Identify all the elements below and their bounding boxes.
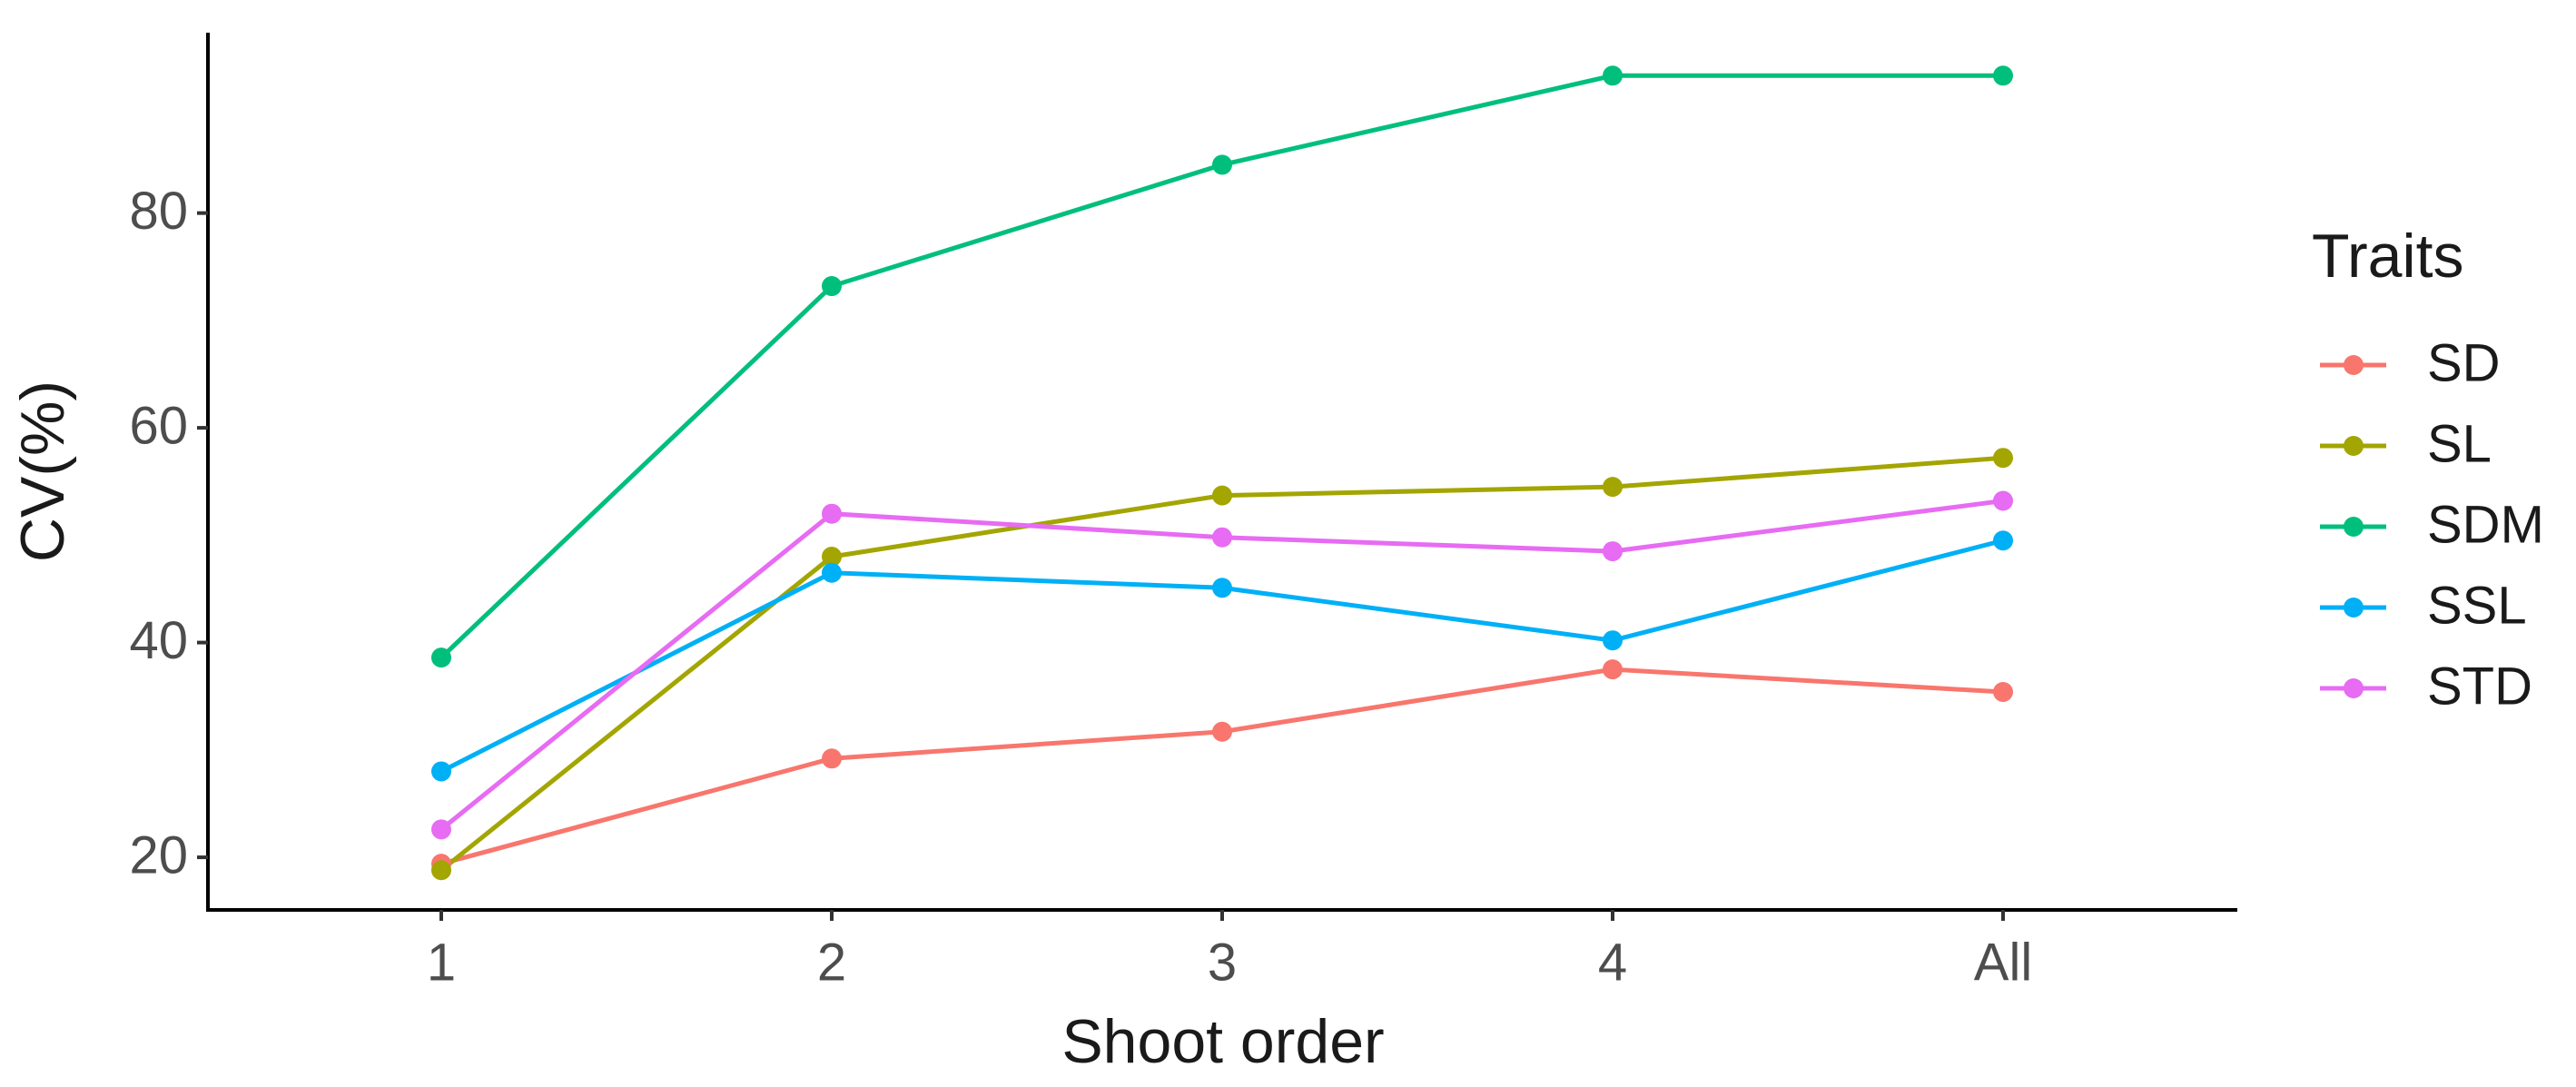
data-point: [1603, 477, 1623, 498]
data-point: [822, 276, 842, 297]
x-tick-label: 3: [1208, 933, 1237, 992]
data-point: [1212, 527, 1232, 548]
series-line: [439, 499, 2004, 832]
data-point: [1603, 630, 1623, 651]
data-point: [1603, 541, 1623, 562]
data-point: [431, 761, 451, 782]
data-point: [1212, 578, 1232, 598]
y-tick-label: 20: [129, 825, 188, 884]
data-point: [1993, 448, 2013, 469]
series-line: [440, 667, 2004, 866]
legend-point: [2344, 678, 2364, 698]
data-point: [822, 748, 842, 769]
legend-title: Traits: [2312, 222, 2463, 291]
x-tick-label: 4: [1598, 933, 1627, 992]
data-point: [1993, 530, 2013, 551]
data-point: [822, 562, 842, 583]
data-point: [1212, 154, 1232, 175]
data-point: [1212, 721, 1232, 742]
legend-label: SDM: [2427, 495, 2544, 554]
y-axis-title: CV(%): [8, 380, 77, 562]
data-point: [822, 503, 842, 524]
legend-point: [2344, 355, 2364, 375]
x-tick-label: All: [1974, 933, 2032, 992]
y-tick-label: 40: [129, 611, 188, 670]
x-tick-label: 1: [427, 933, 456, 992]
y-tick-label: 80: [129, 182, 188, 241]
x-tick-label: 2: [817, 933, 846, 992]
legend-point: [2344, 517, 2364, 537]
legend-label: SSL: [2427, 576, 2527, 635]
series-line: [439, 455, 2004, 873]
data-point: [1993, 490, 2013, 511]
data-point: [1993, 681, 2013, 702]
data-point: [1212, 485, 1232, 506]
y-tick-label: 60: [129, 396, 188, 455]
data-point: [1993, 65, 2013, 86]
legend-point: [2344, 598, 2364, 618]
legend-label: SD: [2427, 333, 2501, 392]
data-point: [822, 546, 842, 567]
data-point: [431, 819, 451, 840]
legend-point: [2344, 436, 2364, 456]
data-point: [431, 647, 451, 668]
legend-label: SL: [2427, 414, 2492, 473]
x-axis-title: Shoot order: [1061, 1007, 1384, 1076]
data-point: [1603, 659, 1623, 680]
data-point: [431, 860, 451, 881]
legend-label: STD: [2427, 657, 2532, 716]
data-point: [1603, 65, 1623, 86]
